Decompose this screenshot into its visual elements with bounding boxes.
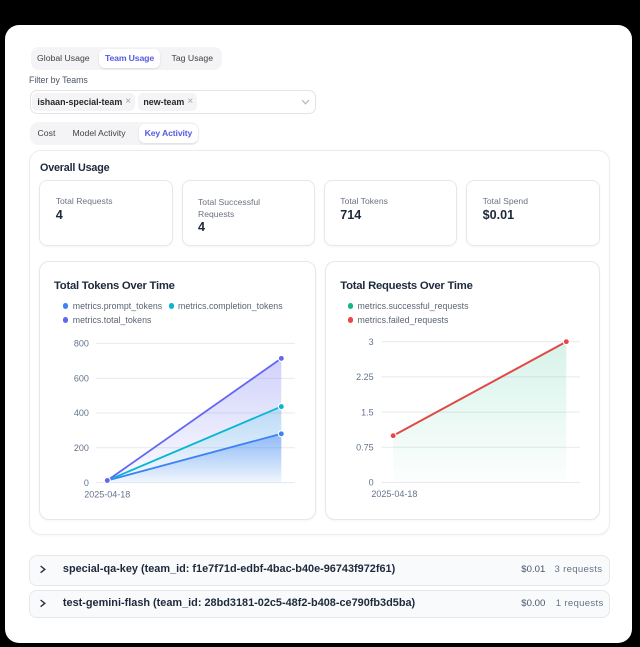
svg-text:0: 0 (84, 478, 89, 488)
svg-text:800: 800 (74, 339, 89, 349)
svg-text:200: 200 (74, 443, 89, 453)
svg-text:0: 0 (369, 478, 374, 488)
svg-text:3: 3 (369, 337, 374, 347)
svg-text:400: 400 (74, 408, 89, 418)
svg-text:2025-04-18: 2025-04-18 (84, 489, 130, 499)
svg-text:600: 600 (74, 373, 89, 383)
svg-text:2.25: 2.25 (356, 372, 374, 382)
svg-text:2025-04-18: 2025-04-18 (371, 489, 417, 499)
svg-text:1.5: 1.5 (361, 407, 374, 417)
svg-text:0.75: 0.75 (356, 443, 374, 453)
